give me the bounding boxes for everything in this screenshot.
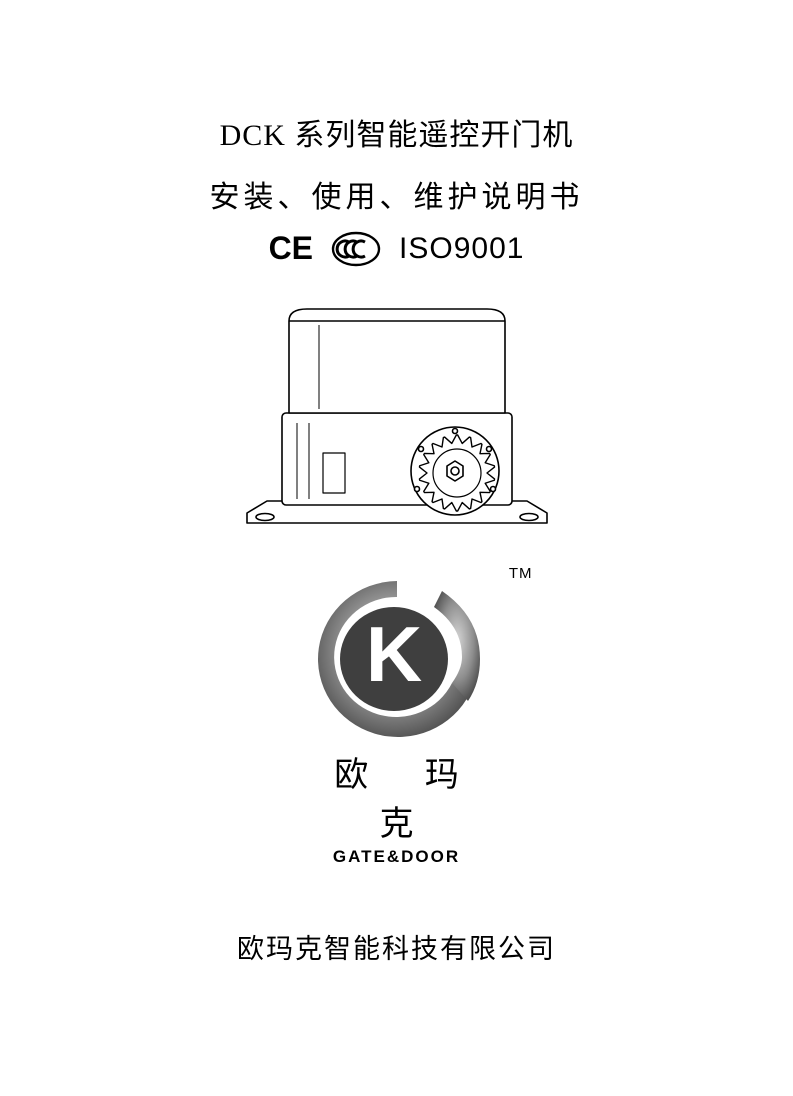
document-title-line1: DCK 系列智能遥控开门机 <box>220 110 574 154</box>
company-name: 欧玛克智能科技有限公司 <box>0 927 793 966</box>
brand-logo-block: TM K 欧 玛 克 GATE&DOOR <box>267 573 527 867</box>
brand-logo-icon: K <box>302 573 492 743</box>
gate-opener-diagram <box>227 303 567 533</box>
brand-name-chinese: 欧 玛 克 <box>267 747 527 845</box>
document-title-line2: 安装、使用、维护说明书 <box>210 172 584 216</box>
brand-name-english: GATE&DOOR <box>333 847 460 867</box>
trademark-symbol: TM <box>509 565 533 582</box>
certification-row: CE ISO9001 <box>269 230 525 267</box>
ce-mark-icon: CE <box>269 230 313 267</box>
ccc-mark-icon <box>331 231 381 267</box>
logo-letter: K <box>365 610 421 698</box>
iso9001-text: ISO9001 <box>399 232 524 266</box>
document-cover-page: DCK 系列智能遥控开门机 安装、使用、维护说明书 CE ISO9001 <box>0 0 793 1096</box>
